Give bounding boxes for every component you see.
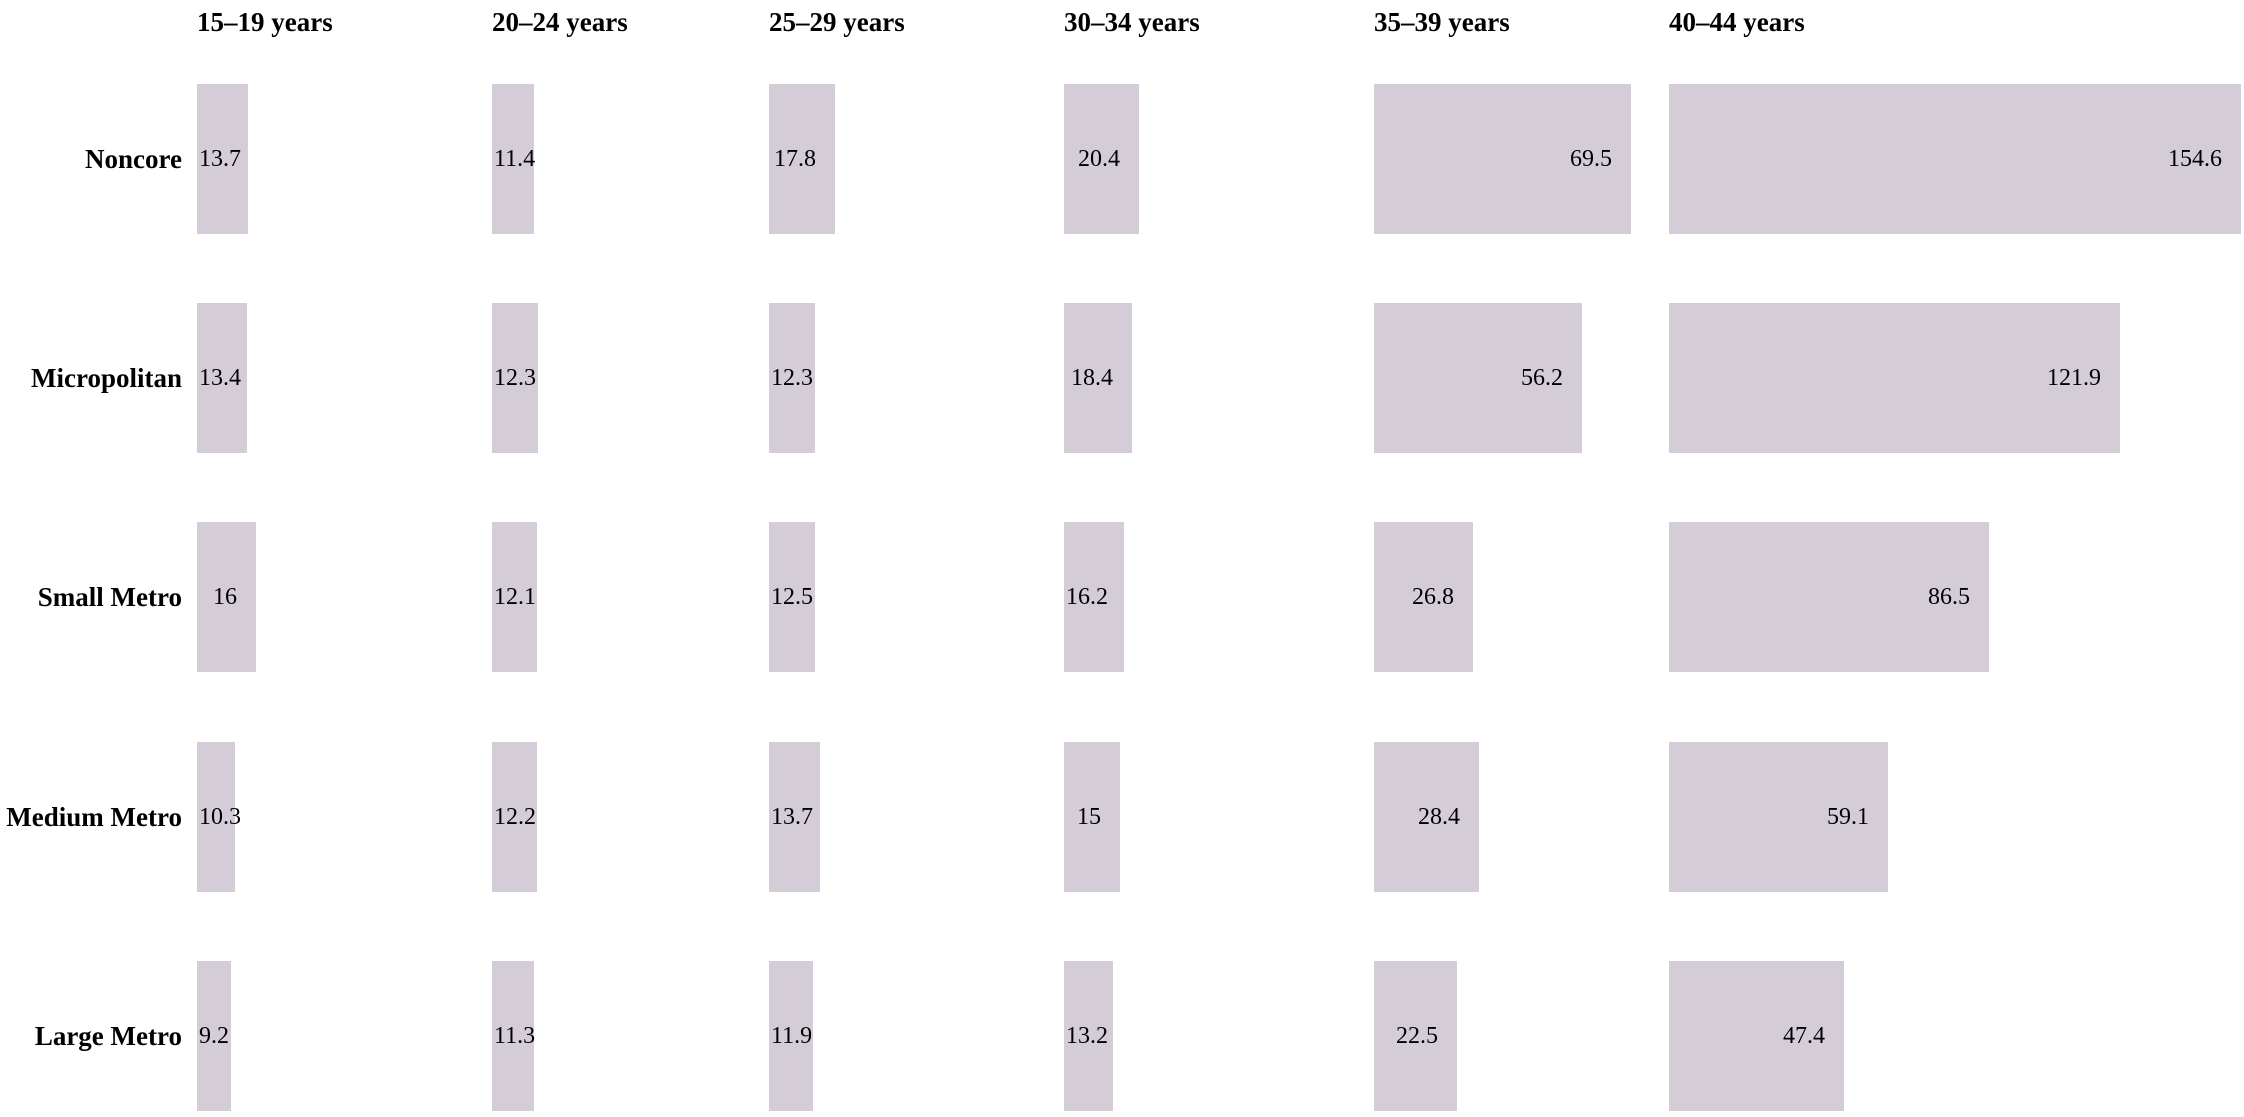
bar: 16 — [197, 522, 256, 672]
bar: 12.3 — [769, 303, 815, 453]
bar: 13.7 — [769, 742, 820, 892]
bar-value-label: 12.3 — [494, 365, 536, 391]
bar: 47.4 — [1669, 961, 1844, 1111]
bar: 10.3 — [197, 742, 241, 892]
bar-value-label: 17.8 — [774, 146, 816, 172]
bar-value-label: 15 — [1077, 804, 1101, 830]
bar-value-label: 12.3 — [771, 365, 813, 391]
bar: 20.4 — [1064, 84, 1139, 234]
bar: 86.5 — [1669, 522, 1989, 672]
column-header: 15–19 years — [197, 7, 333, 37]
bar-value-label: 47.4 — [1783, 1023, 1825, 1049]
bar-value-label: 20.4 — [1078, 146, 1120, 172]
bar: 13.7 — [197, 84, 248, 234]
bar-value-label: 13.4 — [199, 365, 241, 391]
bar-value-label: 12.1 — [494, 584, 536, 610]
bar-value-label: 86.5 — [1928, 584, 1970, 610]
bar: 28.4 — [1374, 742, 1479, 892]
row-label: Micropolitan — [31, 362, 182, 393]
bar: 26.8 — [1374, 522, 1473, 672]
row-label: Noncore — [85, 143, 182, 174]
bar-value-label: 16.2 — [1066, 584, 1108, 610]
bar-value-label: 11.3 — [494, 1023, 536, 1049]
bar: 154.6 — [1669, 84, 2241, 234]
column-header: 25–29 years — [769, 7, 905, 37]
bar-value-label: 69.5 — [1570, 146, 1612, 172]
bar: 11.9 — [769, 961, 813, 1111]
bar: 22.5 — [1374, 961, 1457, 1111]
bar: 15 — [1064, 742, 1120, 892]
bar: 69.5 — [1374, 84, 1631, 234]
bar: 17.8 — [769, 84, 835, 234]
bar: 59.1 — [1669, 742, 1888, 892]
bar-value-label: 154.6 — [2168, 146, 2222, 172]
bar: 11.3 — [492, 961, 536, 1111]
bar-value-label: 12.5 — [771, 584, 813, 610]
column-header: 35–39 years — [1374, 7, 1510, 37]
bar-value-label: 56.2 — [1521, 365, 1563, 391]
bar: 9.2 — [197, 961, 231, 1111]
bar: 13.2 — [1064, 961, 1113, 1111]
bar-value-label: 12.2 — [494, 804, 536, 830]
bar-value-label: 9.2 — [199, 1023, 229, 1049]
column-header: 40–44 years — [1669, 7, 1805, 37]
bar-value-label: 28.4 — [1418, 804, 1460, 830]
row-label: Medium Metro — [6, 801, 182, 832]
bar: 12.2 — [492, 742, 537, 892]
bar-value-label: 11.4 — [494, 146, 536, 172]
row-label: Small Metro — [37, 581, 182, 612]
column-header: 30–34 years — [1064, 7, 1200, 37]
bar: 12.5 — [769, 522, 815, 672]
row-label: Large Metro — [34, 1020, 182, 1051]
bar-value-label: 13.7 — [771, 804, 813, 830]
bar-value-label: 22.5 — [1396, 1023, 1438, 1049]
bar: 12.3 — [492, 303, 538, 453]
bar: 18.4 — [1064, 303, 1132, 453]
bar: 12.1 — [492, 522, 537, 672]
bar-value-label: 121.9 — [2047, 365, 2101, 391]
bar-value-label: 26.8 — [1412, 584, 1454, 610]
bar-value-label: 59.1 — [1827, 804, 1869, 830]
bar: 11.4 — [492, 84, 536, 234]
bar: 56.2 — [1374, 303, 1582, 453]
bar-value-label: 13.2 — [1066, 1023, 1108, 1049]
bar-value-label: 10.3 — [199, 804, 241, 830]
bar-value-label: 13.7 — [199, 146, 241, 172]
bar: 121.9 — [1669, 303, 2120, 453]
bar-value-label: 18.4 — [1071, 365, 1113, 391]
column-header: 20–24 years — [492, 7, 628, 37]
bar: 13.4 — [197, 303, 247, 453]
bar-value-label: 16 — [213, 584, 237, 610]
bar: 16.2 — [1064, 522, 1124, 672]
bar-value-label: 11.9 — [771, 1023, 813, 1049]
